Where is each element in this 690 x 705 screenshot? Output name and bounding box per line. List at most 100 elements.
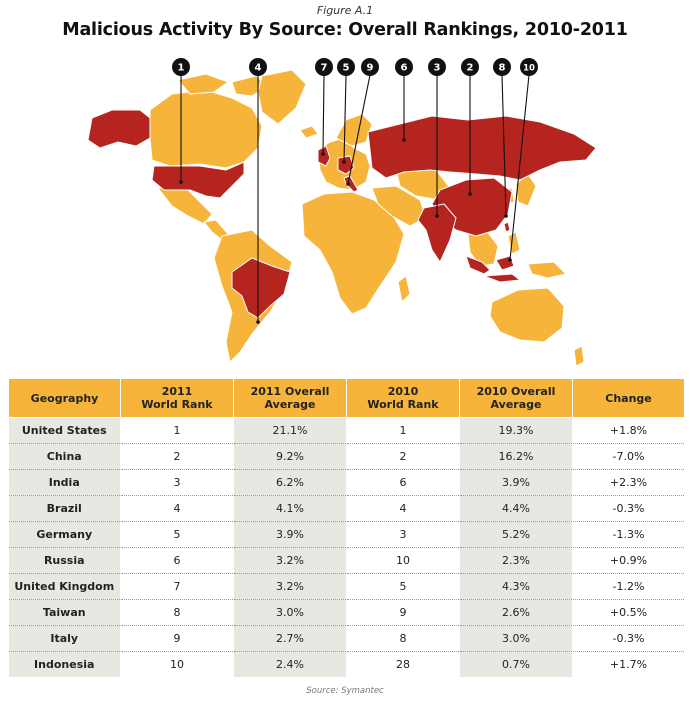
land-canada: [149, 89, 263, 169]
rank-2010-cell: 9: [346, 599, 460, 626]
rank-2011-cell: 2: [120, 443, 234, 470]
marker-anchor-dot: [321, 152, 325, 156]
table-row: United Kingdom 7 3.2% 5 4.3% -1.2%: [8, 573, 685, 600]
geography-cell: Russia: [8, 547, 121, 574]
table-row: Germany 5 3.9% 3 5.2% -1.3%: [8, 521, 685, 548]
geography-cell: Italy: [8, 625, 121, 652]
land-new-guinea: [527, 261, 567, 279]
table-row: India 3 6.2% 6 3.9% +2.3%: [8, 469, 685, 496]
average-2010-cell: 3.9%: [459, 469, 573, 496]
country-brazil: [231, 257, 291, 319]
land-scandinavia: [335, 113, 373, 147]
figure-title: Malicious Activity By Source: Overall Ra…: [62, 20, 628, 40]
change-cell: +1.8%: [572, 417, 685, 444]
marker-anchor-dot: [402, 138, 406, 142]
country-indonesia: [465, 255, 491, 275]
change-cell: -7.0%: [572, 443, 685, 470]
rank-2011-cell: 6: [120, 547, 234, 574]
rank-marker-label: 7: [321, 63, 328, 74]
rank-marker-3: [428, 58, 446, 76]
rank-2011-cell: 4: [120, 495, 234, 522]
marker-leader-line: [347, 74, 371, 185]
geography-cell: Brazil: [8, 495, 121, 522]
rank-2010-cell: 3: [346, 521, 460, 548]
marker-anchor-dot: [504, 214, 508, 218]
geography-cell: Taiwan: [8, 599, 121, 626]
land-africa: [301, 191, 405, 315]
table-row: United States 1 21.1% 1 19.3% +1.8%: [8, 417, 685, 444]
rank-marker-5: [337, 58, 355, 76]
rank-marker-label: 6: [401, 63, 408, 74]
change-cell: -1.3%: [572, 521, 685, 548]
rank-2011-cell: 3: [120, 469, 234, 496]
table-row: China 2 9.2% 2 16.2% -7.0%: [8, 443, 685, 470]
marker-anchor-dot: [256, 320, 260, 324]
change-cell: +0.9%: [572, 547, 685, 574]
geography-cell: Germany: [8, 521, 121, 548]
marker-leader-line: [509, 74, 530, 261]
source-note: Source: Symantec: [306, 686, 384, 696]
rank-2010-cell: 5: [346, 573, 460, 600]
geography-cell: United Kingdom: [8, 573, 121, 600]
rank-2011-cell: 5: [120, 521, 234, 548]
land-masses: [87, 69, 585, 367]
country-germany: [337, 155, 355, 175]
land-alaska: [87, 109, 151, 149]
header-col-geography: Geography: [8, 378, 121, 418]
rank-2010-cell: 28: [346, 651, 460, 677]
marker-leader-line: [343, 74, 347, 163]
change-cell: +0.5%: [572, 599, 685, 626]
land-philippines: [507, 231, 521, 255]
average-2011-cell: 3.0%: [233, 599, 347, 626]
average-2011-cell: 6.2%: [233, 469, 347, 496]
geography-cell: Indonesia: [8, 651, 121, 677]
average-2011-cell: 4.1%: [233, 495, 347, 522]
rank-marker-1: [172, 58, 190, 76]
rank-2011-cell: 9: [120, 625, 234, 652]
average-2011-cell: 3.2%: [233, 547, 347, 574]
average-2011-cell: 2.7%: [233, 625, 347, 652]
rank-marker-10: [520, 58, 538, 76]
rank-marker-label: 3: [434, 63, 441, 74]
rank-marker-2: [461, 58, 479, 76]
header-col-2011-rank: 2011 World Rank: [120, 378, 234, 418]
rank-2010-cell: 10: [346, 547, 460, 574]
header-col-2010-average: 2010 Overall Average: [459, 378, 573, 418]
marker-anchor-dot: [508, 258, 512, 262]
land-australia: [489, 287, 565, 343]
change-cell: -1.2%: [572, 573, 685, 600]
average-2010-cell: 0.7%: [459, 651, 573, 677]
rank-2010-cell: 2: [346, 443, 460, 470]
geography-cell: China: [8, 443, 121, 470]
change-cell: +2.3%: [572, 469, 685, 496]
table-header-row: Geography 2011 World Rank 2011 Overall Avera…: [8, 378, 685, 418]
rank-2010-cell: 4: [346, 495, 460, 522]
table-row: Indonesia 10 2.4% 28 0.7% +1.7%: [8, 651, 685, 677]
marker-anchor-dot: [346, 182, 350, 186]
rank-2011-cell: 7: [120, 573, 234, 600]
country-indonesia-3: [495, 255, 515, 271]
rank-marker-label: 2: [467, 63, 474, 74]
geography-cell: India: [8, 469, 121, 496]
land-middle-east: [371, 185, 427, 227]
average-2011-cell: 9.2%: [233, 443, 347, 470]
rank-2011-cell: 10: [120, 651, 234, 677]
rank-markers: 1 4 7 5 9 6 3 2 8 10: [172, 58, 538, 324]
table-row: Brazil 4 4.1% 4 4.4% -0.3%: [8, 495, 685, 522]
marker-anchor-dot: [179, 180, 183, 184]
change-cell: +1.7%: [572, 651, 685, 677]
average-2010-cell: 2.6%: [459, 599, 573, 626]
rank-marker-label: 10: [523, 64, 535, 74]
rank-2010-cell: 6: [346, 469, 460, 496]
land-greenland: [257, 69, 307, 125]
country-india: [417, 203, 457, 263]
rank-marker-label: 1: [178, 63, 185, 74]
average-2011-cell: 3.2%: [233, 573, 347, 600]
figure-label: Figure A.1: [316, 4, 374, 17]
rank-2010-cell: 1: [346, 417, 460, 444]
land-madagascar: [397, 275, 411, 303]
average-2010-cell: 2.3%: [459, 547, 573, 574]
average-2010-cell: 4.3%: [459, 573, 573, 600]
country-taiwan: [503, 221, 511, 233]
average-2010-cell: 19.3%: [459, 417, 573, 444]
